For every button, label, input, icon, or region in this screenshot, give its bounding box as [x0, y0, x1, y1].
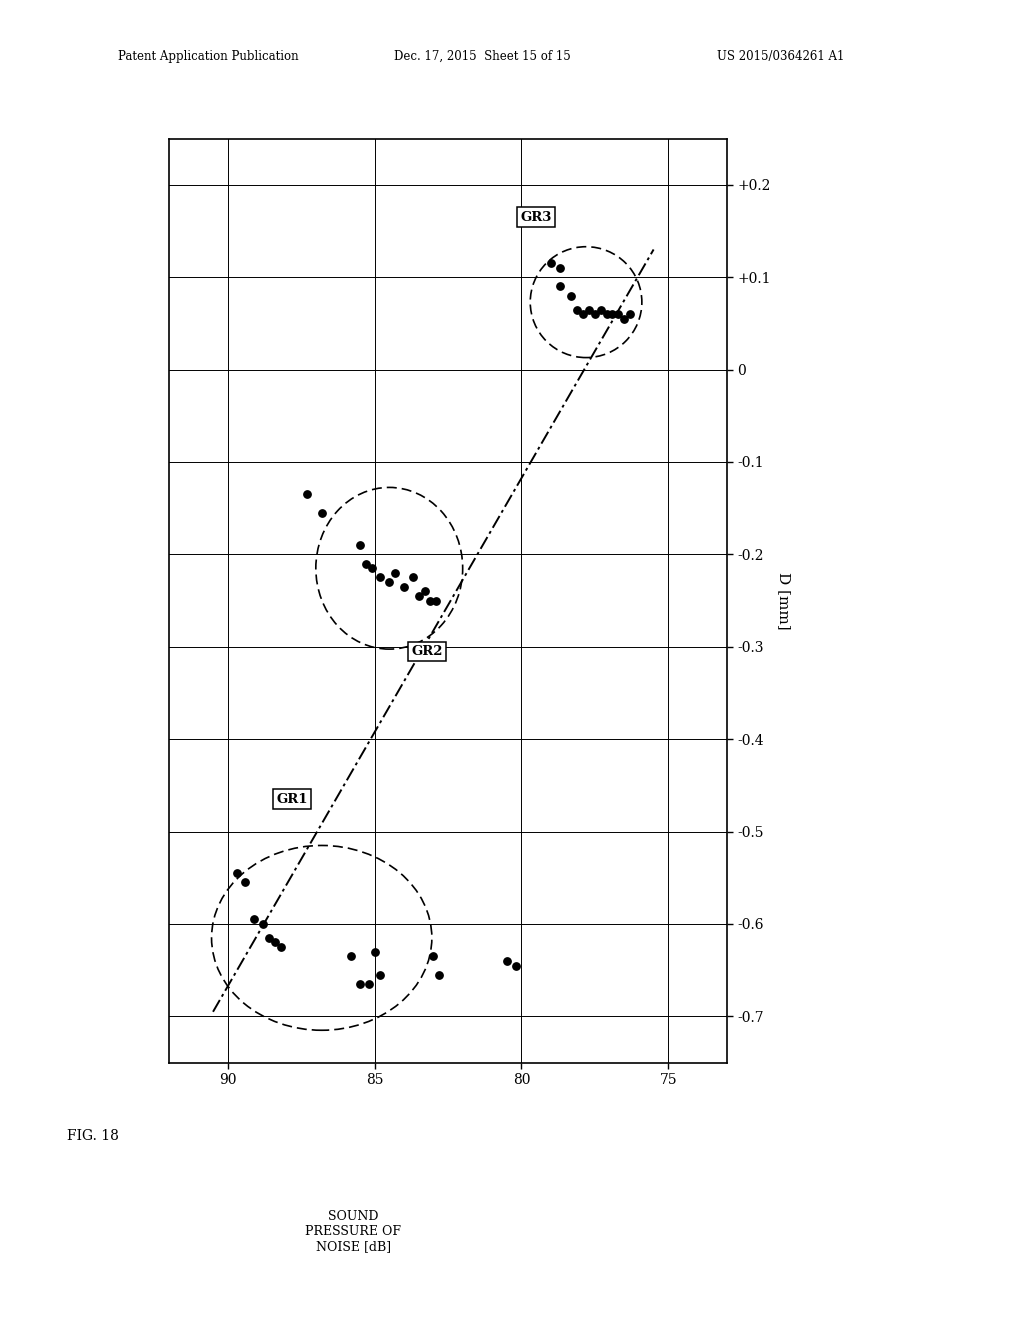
- Point: [351, 535, 368, 556]
- Point: [381, 572, 397, 593]
- Point: [622, 304, 638, 325]
- Point: [313, 502, 330, 523]
- Text: GR1: GR1: [276, 793, 308, 805]
- Point: [598, 304, 614, 325]
- Point: [272, 936, 289, 957]
- Point: [563, 285, 580, 306]
- Text: Dec. 17, 2015  Sheet 15 of 15: Dec. 17, 2015 Sheet 15 of 15: [394, 50, 571, 63]
- Point: [373, 964, 389, 985]
- Point: [360, 973, 377, 995]
- Point: [387, 562, 403, 583]
- Point: [364, 557, 380, 578]
- Point: [261, 927, 278, 948]
- Text: GR3: GR3: [520, 211, 552, 223]
- Point: [499, 950, 515, 972]
- Point: [425, 945, 441, 966]
- Text: FIG. 18: FIG. 18: [67, 1129, 119, 1143]
- Point: [593, 298, 609, 319]
- Point: [395, 576, 412, 597]
- Point: [587, 304, 603, 325]
- Point: [417, 581, 433, 602]
- Point: [411, 585, 427, 606]
- Point: [574, 304, 591, 325]
- Point: [343, 945, 359, 966]
- Point: [431, 964, 447, 985]
- Point: [246, 908, 262, 929]
- Point: [422, 590, 438, 611]
- Point: [357, 553, 374, 574]
- Point: [351, 973, 368, 995]
- Point: [255, 913, 271, 935]
- Point: [428, 590, 444, 611]
- Point: [616, 308, 633, 329]
- Point: [569, 298, 586, 319]
- Point: [373, 566, 389, 587]
- Text: GR2: GR2: [412, 645, 443, 657]
- Point: [551, 257, 567, 279]
- Text: US 2015/0364261 A1: US 2015/0364261 A1: [717, 50, 844, 63]
- Point: [551, 276, 567, 297]
- Point: [507, 954, 523, 975]
- Point: [604, 304, 621, 325]
- Point: [228, 863, 245, 884]
- Text: SOUND
PRESSURE OF
NOISE [dB]: SOUND PRESSURE OF NOISE [dB]: [305, 1210, 401, 1254]
- Text: Patent Application Publication: Patent Application Publication: [118, 50, 298, 63]
- Point: [299, 483, 315, 504]
- Point: [404, 566, 421, 587]
- Point: [610, 304, 627, 325]
- Point: [266, 932, 283, 953]
- Point: [543, 252, 559, 273]
- Point: [581, 298, 597, 319]
- Y-axis label: D [mm]: D [mm]: [776, 572, 791, 630]
- Point: [238, 871, 254, 892]
- Point: [367, 941, 383, 962]
